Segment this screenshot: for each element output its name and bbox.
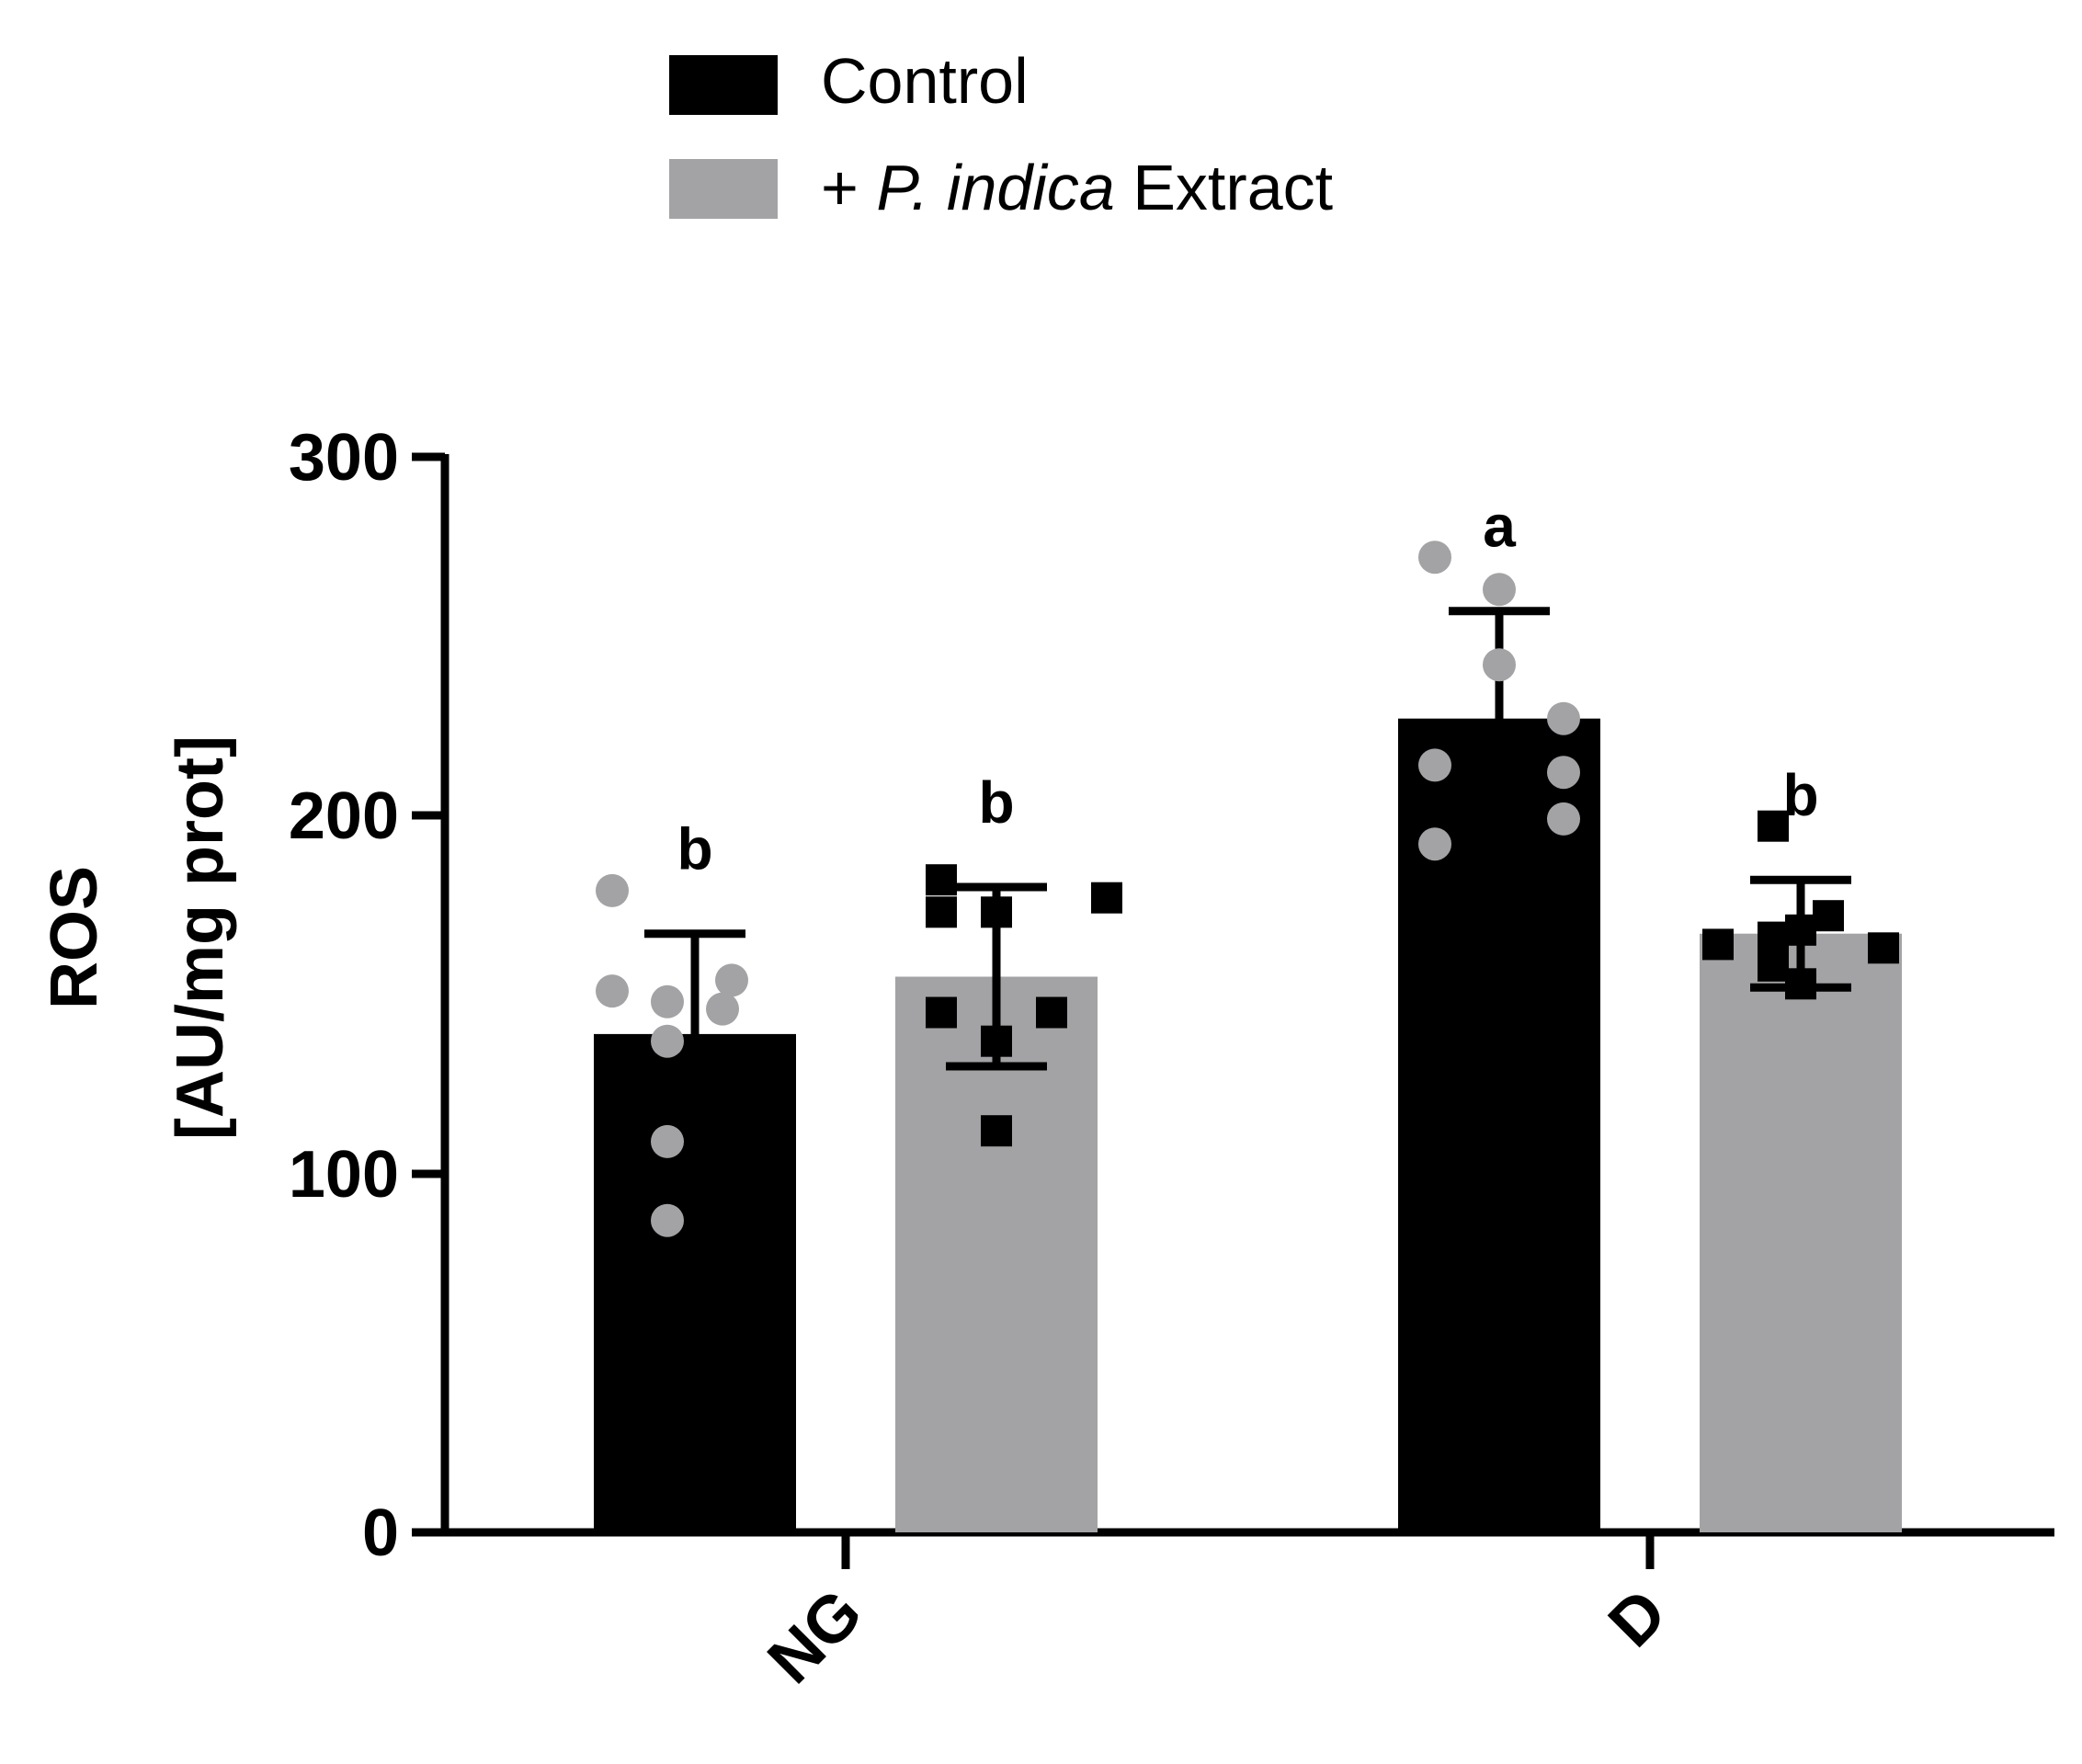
legend-label-extract-suffix: Extract	[1115, 152, 1333, 223]
legend-label-extract-prefix: +	[821, 152, 876, 223]
data-point-NG-0-5	[651, 1024, 684, 1058]
data-point-D-1-1	[1813, 900, 1844, 932]
legend-swatch-control	[669, 55, 778, 115]
y-tick-label-300: 300	[289, 421, 399, 495]
data-point-D-1-7	[1785, 968, 1816, 1000]
x-tick-label-D: D	[1595, 1576, 1680, 1661]
data-point-D-0-4	[1418, 748, 1451, 782]
data-point-D-0-5	[1547, 756, 1580, 790]
data-point-NG-1-7	[981, 1115, 1012, 1147]
legend-label-extract: + P. indica Extract	[821, 152, 1333, 223]
data-point-NG-0-1	[715, 963, 748, 997]
legend-swatch-extract	[669, 159, 778, 219]
data-point-NG-0-0	[596, 873, 629, 907]
significance-letter-NG-0: b	[677, 816, 712, 882]
data-point-D-0-7	[1418, 827, 1451, 861]
data-point-NG-0-6	[651, 1124, 684, 1158]
x-tick-label-NG: NG	[754, 1576, 876, 1698]
data-point-D-1-6	[1758, 950, 1789, 982]
significance-letter-D-0: a	[1483, 494, 1516, 560]
data-point-NG-1-3	[981, 896, 1012, 928]
legend-label-extract-italic: P. indica	[876, 152, 1114, 223]
data-point-NG-1-6	[981, 1025, 1012, 1057]
data-point-NG-1-4	[1036, 996, 1067, 1029]
data-point-D-0-3	[1547, 701, 1580, 735]
y-axis-label-line1: ROS	[38, 866, 111, 1009]
data-point-D-0-0	[1418, 541, 1451, 575]
data-point-D-0-2	[1483, 648, 1516, 682]
y-tick-label-200: 200	[289, 780, 399, 853]
data-point-NG-1-0	[926, 864, 957, 896]
data-point-D-1-0	[1758, 810, 1789, 842]
data-point-NG-0-7	[651, 1203, 684, 1237]
data-point-D-0-1	[1483, 573, 1516, 607]
legend: Control + P. indica Extract	[669, 45, 1333, 223]
data-point-NG-1-5	[926, 996, 957, 1029]
data-point-D-0-6	[1547, 802, 1580, 836]
y-axis-label-line2: [AU/mg prot]	[164, 735, 237, 1140]
data-point-NG-0-3	[651, 984, 684, 1019]
data-point-NG-1-1	[1091, 882, 1122, 914]
data-point-NG-0-2	[596, 974, 629, 1008]
data-point-NG-1-2	[926, 896, 957, 928]
y-tick-label-0: 0	[362, 1497, 399, 1570]
data-point-D-1-5	[1868, 932, 1899, 964]
y-axis-label: ROS [AU/mg prot]	[38, 735, 237, 1140]
data-point-D-1-3	[1758, 921, 1789, 953]
bar-D-1	[1700, 933, 1902, 1532]
data-point-D-1-4	[1702, 928, 1734, 961]
significance-letter-D-1: b	[1782, 762, 1818, 828]
y-tick-label-100: 100	[289, 1138, 399, 1212]
plot-area: 0 100 200 300 NG b b Da b	[289, 421, 2054, 1698]
data-point-D-1-2	[1785, 914, 1816, 946]
data-point-NG-0-4	[706, 992, 739, 1026]
legend-label-control: Control	[821, 45, 1029, 117]
significance-letter-NG-1: b	[978, 769, 1014, 836]
